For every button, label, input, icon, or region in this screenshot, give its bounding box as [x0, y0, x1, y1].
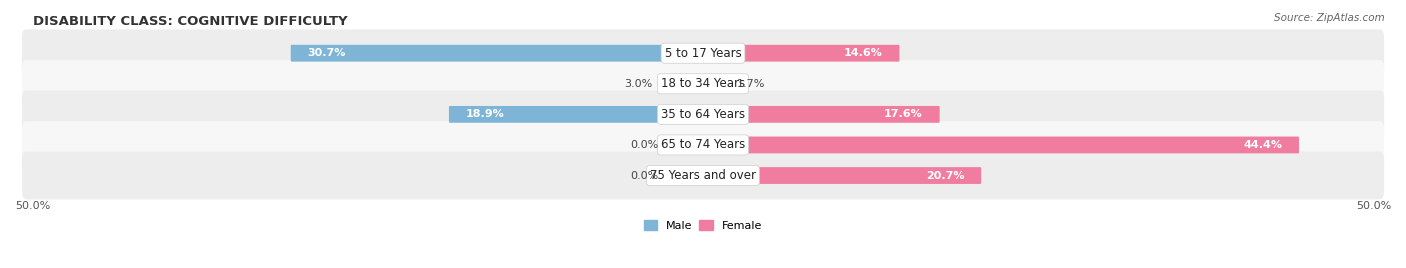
FancyBboxPatch shape	[703, 45, 900, 62]
FancyBboxPatch shape	[662, 75, 703, 92]
Text: 14.6%: 14.6%	[844, 48, 883, 58]
Text: 0.0%: 0.0%	[630, 170, 659, 181]
Text: 65 to 74 Years: 65 to 74 Years	[661, 139, 745, 151]
Legend: Male, Female: Male, Female	[640, 216, 766, 235]
FancyBboxPatch shape	[703, 75, 727, 92]
Text: DISABILITY CLASS: COGNITIVE DIFFICULTY: DISABILITY CLASS: COGNITIVE DIFFICULTY	[32, 15, 347, 28]
Text: 1.7%: 1.7%	[737, 79, 765, 89]
Text: 5 to 17 Years: 5 to 17 Years	[665, 47, 741, 60]
FancyBboxPatch shape	[22, 152, 1384, 199]
FancyBboxPatch shape	[22, 91, 1384, 138]
Text: 3.0%: 3.0%	[624, 79, 652, 89]
Text: 44.4%: 44.4%	[1243, 140, 1282, 150]
FancyBboxPatch shape	[669, 136, 703, 153]
Text: 30.7%: 30.7%	[308, 48, 346, 58]
Text: 20.7%: 20.7%	[927, 170, 965, 181]
Text: 35 to 64 Years: 35 to 64 Years	[661, 108, 745, 121]
FancyBboxPatch shape	[449, 106, 703, 123]
FancyBboxPatch shape	[703, 136, 1299, 153]
FancyBboxPatch shape	[669, 167, 703, 184]
FancyBboxPatch shape	[703, 167, 981, 184]
Text: 18.9%: 18.9%	[465, 109, 505, 119]
FancyBboxPatch shape	[703, 106, 939, 123]
FancyBboxPatch shape	[22, 60, 1384, 108]
Text: 17.6%: 17.6%	[884, 109, 922, 119]
FancyBboxPatch shape	[291, 45, 703, 62]
Text: 0.0%: 0.0%	[630, 140, 659, 150]
FancyBboxPatch shape	[22, 29, 1384, 77]
FancyBboxPatch shape	[22, 121, 1384, 169]
Text: 75 Years and over: 75 Years and over	[650, 169, 756, 182]
Text: 18 to 34 Years: 18 to 34 Years	[661, 77, 745, 90]
Text: Source: ZipAtlas.com: Source: ZipAtlas.com	[1274, 13, 1385, 23]
